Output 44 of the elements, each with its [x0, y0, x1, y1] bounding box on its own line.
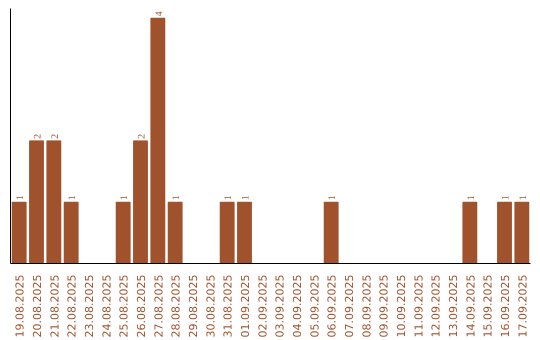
x-tick-label: 13.09.2025	[447, 274, 460, 338]
x-tick-label: 30.08.2025	[204, 274, 218, 338]
data-label: 1	[500, 195, 512, 200]
x-tick-label: 01.09.2025	[239, 274, 252, 338]
x-tick-label: 04.09.2025	[291, 274, 304, 338]
x-tick-label: 28.08.2025	[170, 274, 183, 338]
x-tick-label: 21.08.2025	[48, 274, 62, 338]
data-label: 1	[223, 195, 234, 200]
x-tick-label: 20.08.2025	[31, 274, 44, 338]
x-tick-label: 16.09.2025	[499, 274, 512, 338]
x-tick-label: 22.08.2025	[66, 274, 79, 338]
x-tick-label: 07.09.2025	[343, 274, 356, 338]
x-tick-label: 08.09.2025	[360, 274, 374, 338]
x-tick-label: 27.08.2025	[152, 274, 166, 338]
x-tick-label: 25.08.2025	[118, 274, 131, 338]
data-label: 1	[327, 195, 338, 200]
x-tick-label: 05.09.2025	[308, 274, 322, 338]
data-label: 1	[518, 195, 529, 200]
data-label: 1	[240, 195, 252, 200]
x-tick-label: 23.08.2025	[83, 274, 96, 338]
x-tick-label: 06.09.2025	[326, 274, 339, 338]
x-tick-label: 31.08.2025	[222, 274, 235, 338]
x-tick-label: 10.09.2025	[395, 274, 408, 338]
x-tick-label: 12.09.2025	[430, 274, 443, 338]
data-label: 2	[32, 134, 44, 139]
data-label: 1	[119, 195, 130, 200]
x-tick-label: 29.08.2025	[187, 274, 200, 338]
x-tick-label: 14.09.2025	[464, 274, 478, 338]
data-label: 1	[466, 195, 477, 200]
data-label: 2	[136, 134, 148, 139]
x-tick-label: 03.09.2025	[274, 274, 287, 338]
x-tick-label: 17.09.2025	[516, 274, 530, 338]
x-tick-label: 11.09.2025	[412, 274, 426, 338]
data-label: 4	[154, 11, 165, 16]
data-label: 2	[50, 134, 61, 139]
x-tick-label: 15.09.2025	[482, 274, 495, 338]
x-tick-label: 19.08.2025	[14, 274, 27, 338]
data-label: 1	[171, 195, 182, 200]
data-label: 1	[15, 195, 26, 200]
x-tick-label: 09.09.2025	[378, 274, 391, 338]
data-label: 1	[67, 195, 78, 200]
x-tick-label: 24.08.2025	[100, 274, 114, 338]
x-tick-label: 26.08.2025	[135, 274, 148, 338]
x-tick-label: 02.09.2025	[256, 274, 270, 338]
